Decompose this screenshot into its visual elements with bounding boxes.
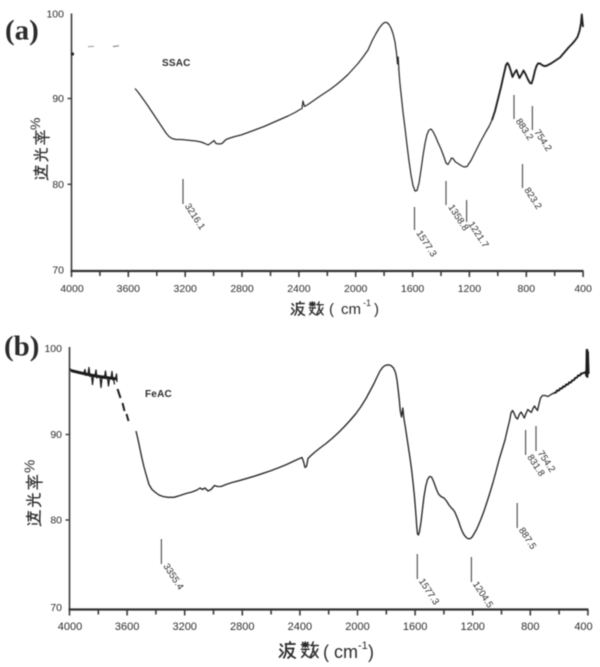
svg-text:1600: 1600 <box>401 283 425 295</box>
svg-text:cm: cm <box>334 642 358 662</box>
svg-text:1577.3: 1577.3 <box>416 577 441 607</box>
svg-text:3600: 3600 <box>117 283 141 295</box>
svg-text:100: 100 <box>46 9 64 21</box>
svg-text:90: 90 <box>52 93 64 105</box>
svg-text:3355.4: 3355.4 <box>160 562 185 592</box>
svg-text:2400: 2400 <box>288 621 312 633</box>
svg-text:400: 400 <box>574 621 592 633</box>
svg-text:SSAC: SSAC <box>162 58 191 69</box>
svg-text:3216.1: 3216.1 <box>182 202 207 232</box>
svg-text:-1: -1 <box>358 640 368 652</box>
svg-text:(: ( <box>323 642 329 662</box>
svg-text:2000: 2000 <box>344 283 368 295</box>
svg-text:70: 70 <box>52 265 64 277</box>
svg-text:(b): (b) <box>4 331 39 363</box>
svg-text:%: % <box>27 118 43 130</box>
svg-text:80: 80 <box>52 179 64 191</box>
svg-text:80: 80 <box>50 515 62 527</box>
svg-text:(a): (a) <box>5 15 39 47</box>
svg-text:1200: 1200 <box>458 283 482 295</box>
svg-text:1200: 1200 <box>460 621 484 633</box>
svg-text:754.2: 754.2 <box>531 128 553 154</box>
svg-text:800: 800 <box>518 283 536 295</box>
svg-text:2400: 2400 <box>287 283 311 295</box>
svg-text:): ) <box>374 301 379 318</box>
svg-text:1577.3: 1577.3 <box>413 229 438 259</box>
svg-text:100: 100 <box>44 343 62 355</box>
svg-text:(: ( <box>329 301 334 318</box>
svg-text:800: 800 <box>521 621 539 633</box>
svg-text:4000: 4000 <box>60 283 84 295</box>
svg-text:%: % <box>22 460 39 473</box>
svg-text:3200: 3200 <box>172 621 196 633</box>
svg-text:887.5: 887.5 <box>516 526 538 552</box>
svg-text:1204.5: 1204.5 <box>470 580 495 610</box>
svg-text:823.2: 823.2 <box>521 186 543 212</box>
svg-text:1221.7: 1221.7 <box>465 220 490 250</box>
svg-text:3200: 3200 <box>174 283 198 295</box>
svg-text:2800: 2800 <box>230 621 254 633</box>
svg-text:3600: 3600 <box>115 621 139 633</box>
svg-text:): ) <box>368 642 374 662</box>
svg-text:90: 90 <box>50 429 62 441</box>
svg-text:2000: 2000 <box>345 621 369 633</box>
svg-text:-1: -1 <box>363 298 371 308</box>
svg-text:1600: 1600 <box>403 621 427 633</box>
svg-text:4000: 4000 <box>58 621 82 633</box>
svg-text:cm: cm <box>341 301 361 318</box>
svg-text:FeAC: FeAC <box>145 389 172 400</box>
svg-text:400: 400 <box>574 283 592 295</box>
svg-text:70: 70 <box>50 602 62 614</box>
svg-text:2800: 2800 <box>230 283 254 295</box>
